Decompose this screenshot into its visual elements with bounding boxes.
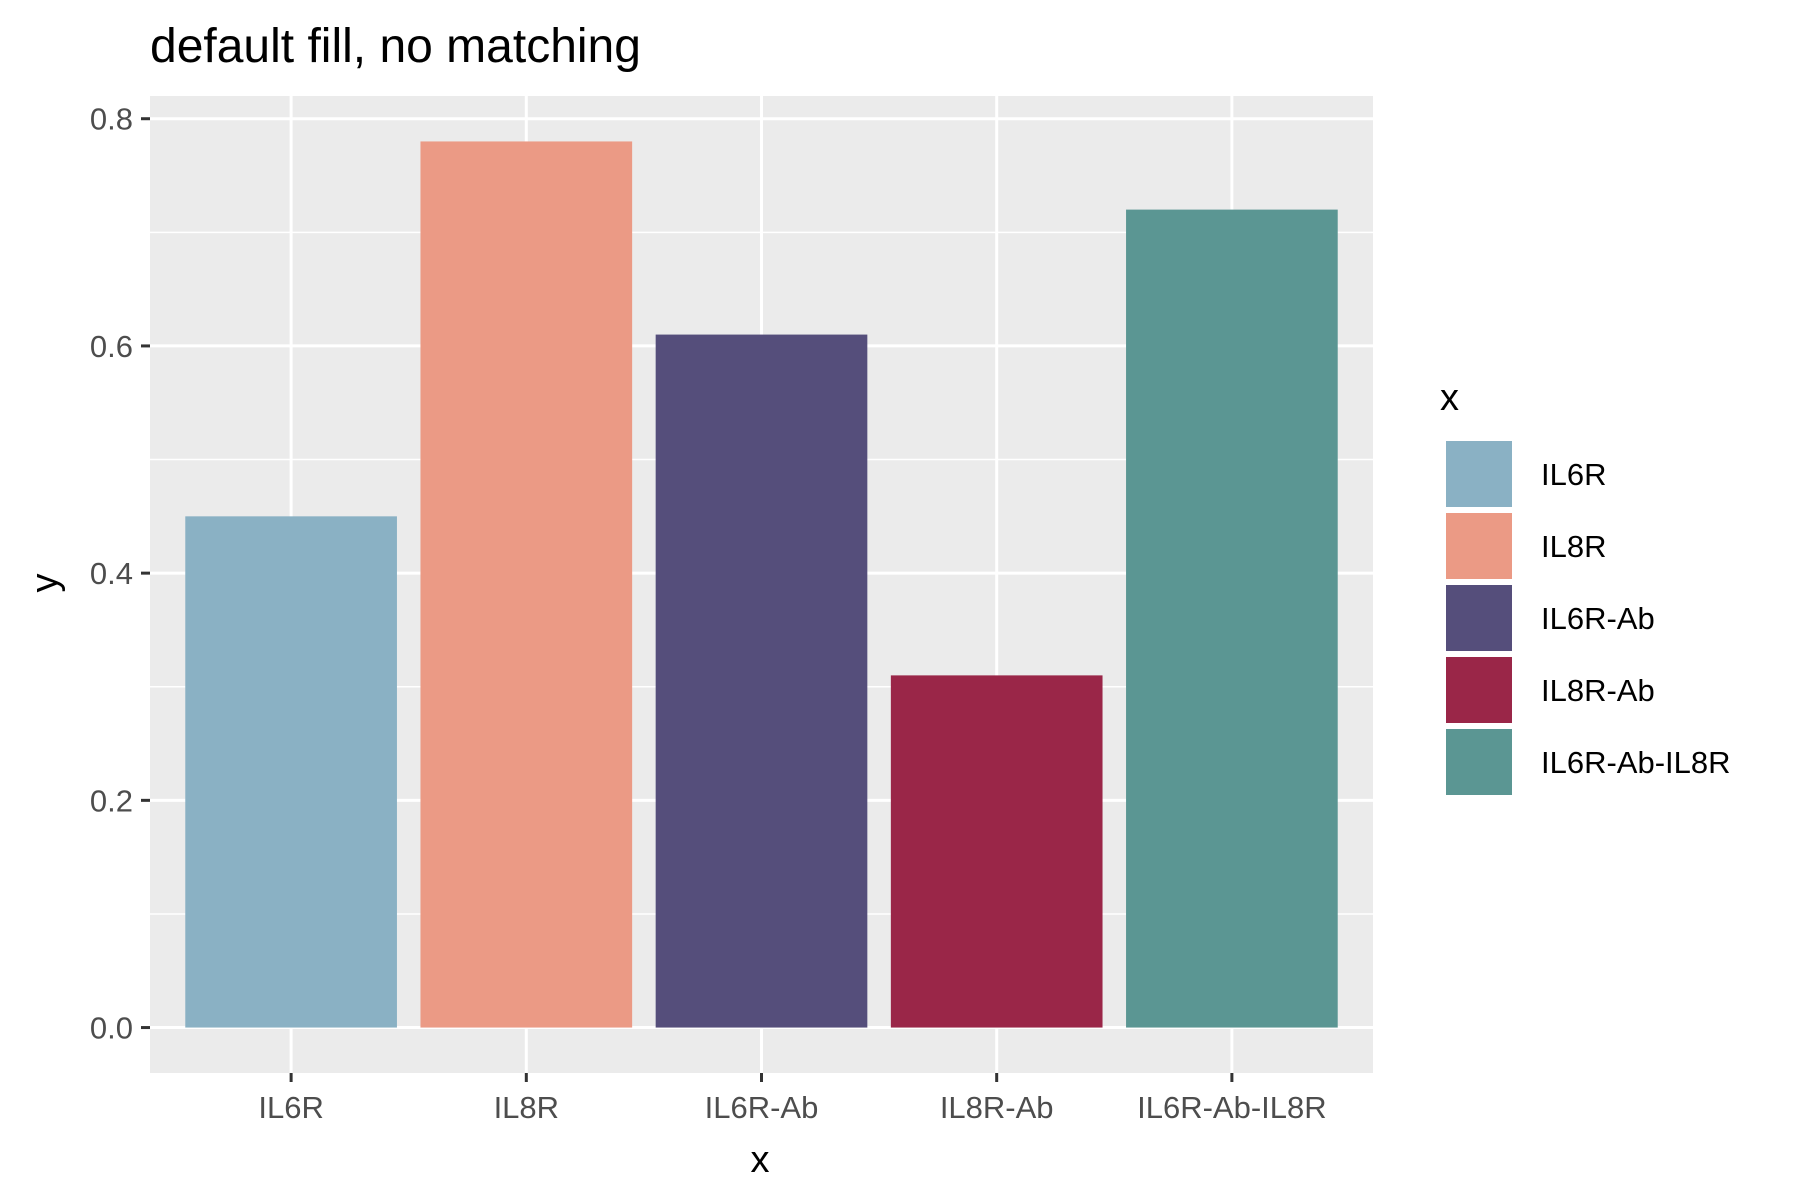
x-tick-label: IL8R-Ab	[940, 1090, 1054, 1125]
x-tick-label: IL6R-Ab-IL8R	[1137, 1090, 1327, 1125]
x-tick-label: IL6R	[258, 1090, 323, 1125]
legend-label: IL8R-Ab	[1541, 673, 1655, 708]
legend-items: IL6R IL8R IL6R-Ab IL8R-Ab IL6R-Ab-IL8R	[1444, 439, 1731, 797]
x-axis: IL6R IL8R IL6R-Ab IL8R-Ab IL6R-Ab-IL8R	[258, 1073, 1327, 1125]
legend: x IL6R IL8R IL6R-Ab IL8R-Ab IL6R-Ab-IL8R	[1440, 377, 1731, 797]
x-tick-label: IL6R-Ab	[705, 1090, 819, 1125]
x-tick-label: IL8R	[494, 1090, 559, 1125]
legend-key	[1444, 511, 1514, 581]
y-tick-label: 0.6	[90, 329, 133, 364]
y-axis-title: y	[24, 574, 66, 593]
legend-key	[1444, 439, 1514, 509]
y-tick-label: 0.8	[90, 102, 133, 137]
chart-title: default fill, no matching	[150, 20, 641, 73]
bar-il6r	[185, 516, 397, 1028]
legend-label: IL8R	[1541, 529, 1606, 564]
y-tick-label: 0.4	[90, 556, 133, 591]
x-axis-title: x	[751, 1139, 770, 1181]
legend-label: IL6R	[1541, 457, 1606, 492]
bars-group	[185, 141, 1338, 1028]
legend-title: x	[1440, 377, 1459, 419]
bar-il6r-ab-il8r	[1126, 209, 1338, 1028]
bar-il8r	[420, 141, 633, 1028]
legend-label: IL6R-Ab-IL8R	[1541, 745, 1731, 780]
legend-key	[1444, 727, 1514, 797]
legend-key	[1444, 583, 1514, 653]
legend-label: IL6R-Ab	[1541, 601, 1655, 636]
legend-key	[1444, 655, 1514, 725]
bar-il6r-ab	[655, 334, 868, 1028]
y-tick-label: 0.0	[90, 1011, 133, 1046]
y-axis: 0.0 0.2 0.4 0.6 0.8	[90, 102, 150, 1046]
y-tick-label: 0.2	[90, 783, 133, 818]
bar-il8r-ab	[890, 675, 1103, 1028]
